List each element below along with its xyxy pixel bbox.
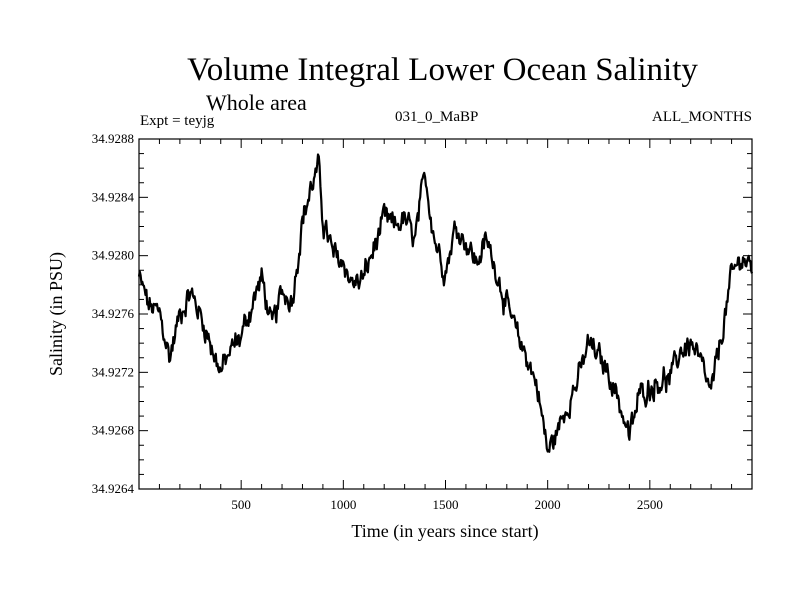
- y-tick-label: 34.9280: [92, 248, 134, 263]
- y-tick-label: 34.9272: [92, 364, 134, 379]
- months-label: ALL_MONTHS: [652, 109, 752, 125]
- y-tick-label: 34.9288: [92, 131, 134, 146]
- chart-title: Volume Integral Lower Ocean Salinity: [187, 52, 698, 88]
- tick-labels: 500 1000 1500 2000 2500 34.9264 34.9268 34.9272…: [92, 131, 663, 512]
- plot-frame: [138, 138, 753, 490]
- x-axis-title: Time (in years since start): [351, 521, 538, 542]
- experiment-label: Expt = teyjg: [140, 113, 215, 129]
- x-tick-label: 2000: [535, 497, 561, 512]
- y-tick-label: 34.9276: [92, 306, 135, 321]
- y-tick-label: 34.9268: [92, 423, 134, 438]
- y-axis-title: Salinity (in PSU): [46, 252, 67, 376]
- salinity-series-line: [137, 153, 754, 453]
- x-tick-label: 2500: [637, 497, 663, 512]
- y-tick-label: 34.9284: [92, 189, 135, 204]
- x-tick-label: 500: [231, 497, 251, 512]
- chart-subtitle: Whole area: [206, 90, 307, 115]
- axis-ticks: [139, 138, 752, 490]
- x-tick-label: 1000: [330, 497, 356, 512]
- x-tick-label: 1500: [433, 497, 459, 512]
- y-tick-label: 34.9264: [92, 481, 135, 496]
- run-label: 031_0_MaBP: [395, 109, 479, 125]
